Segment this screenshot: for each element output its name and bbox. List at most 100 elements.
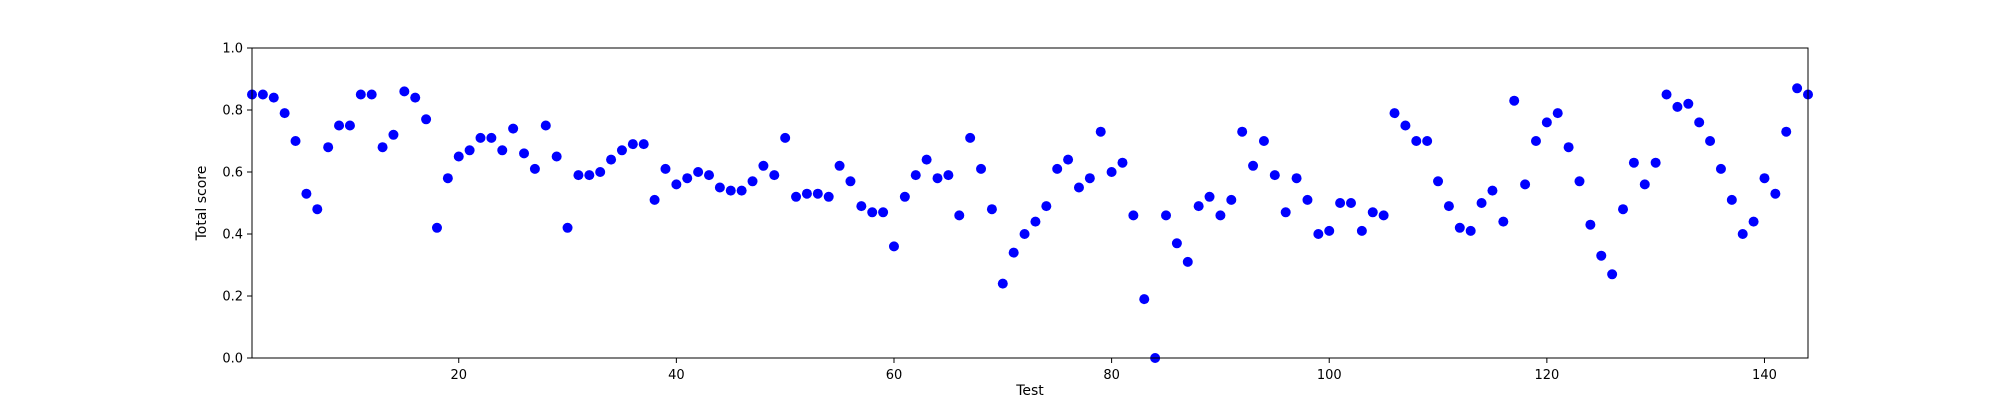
data-point xyxy=(1498,216,1509,227)
x-tick-label: 80 xyxy=(1103,368,1120,383)
ticks-layer: 20 40 60 80 100 120 140 0.0 0.2 0.4 0.6 0.8 1.0 xyxy=(222,42,1777,384)
data-point xyxy=(932,173,943,184)
data-point xyxy=(421,114,432,125)
data-point xyxy=(475,132,486,143)
data-point xyxy=(1770,188,1781,199)
data-point xyxy=(1378,210,1389,221)
data-point xyxy=(1258,136,1269,146)
data-point xyxy=(1269,170,1280,181)
y-tick-label: 1.0 xyxy=(222,42,243,57)
data-point xyxy=(1737,229,1748,239)
data-point xyxy=(812,188,823,199)
data-point xyxy=(1443,201,1454,212)
data-point xyxy=(1063,154,1074,165)
data-point xyxy=(1117,157,1128,168)
data-point xyxy=(1672,101,1683,112)
data-point xyxy=(1052,163,1063,174)
data-point xyxy=(1705,136,1716,146)
data-point xyxy=(1509,95,1520,106)
data-point xyxy=(704,170,715,181)
data-point xyxy=(1073,182,1084,193)
data-point xyxy=(780,132,791,143)
data-point xyxy=(486,132,497,143)
data-point xyxy=(540,120,551,131)
data-point xyxy=(1226,194,1237,205)
data-point xyxy=(529,163,540,174)
data-point xyxy=(1008,247,1019,258)
data-point xyxy=(649,194,660,205)
data-point xyxy=(986,204,997,215)
data-point xyxy=(257,89,268,100)
data-point xyxy=(584,170,595,181)
data-point xyxy=(1726,194,1737,205)
data-point xyxy=(1411,136,1422,146)
y-tick-label: 0.2 xyxy=(222,290,243,305)
data-point xyxy=(595,167,606,177)
data-point xyxy=(366,89,377,100)
data-point xyxy=(1520,179,1531,190)
data-point xyxy=(856,201,867,212)
points-layer xyxy=(247,83,1813,363)
data-point xyxy=(693,167,704,177)
data-point xyxy=(1748,216,1759,227)
data-point xyxy=(1106,167,1117,177)
data-point xyxy=(921,154,932,165)
data-point xyxy=(1367,207,1378,218)
data-point xyxy=(519,148,530,159)
data-point xyxy=(725,185,736,196)
data-point xyxy=(1618,204,1629,215)
data-point xyxy=(1237,126,1248,137)
data-point xyxy=(1215,210,1226,221)
data-point xyxy=(1476,198,1487,208)
data-point xyxy=(1422,136,1433,146)
data-point xyxy=(464,145,475,156)
data-point xyxy=(1759,173,1770,184)
data-point xyxy=(1280,207,1291,218)
y-tick-label: 0.8 xyxy=(222,104,243,119)
x-tick-label: 20 xyxy=(450,368,467,383)
data-point xyxy=(410,92,421,103)
data-point xyxy=(388,129,399,140)
data-point xyxy=(1585,219,1596,230)
y-axis-label: Total score xyxy=(194,166,210,242)
data-point xyxy=(736,185,747,196)
data-point xyxy=(1694,117,1705,128)
data-point xyxy=(1041,201,1052,212)
data-point xyxy=(431,222,442,233)
data-point xyxy=(671,179,682,190)
data-point xyxy=(867,207,878,218)
data-point xyxy=(1792,83,1803,94)
data-point xyxy=(660,163,671,174)
data-point xyxy=(616,145,627,156)
data-point xyxy=(1019,229,1030,239)
data-point xyxy=(845,176,856,187)
data-point xyxy=(508,123,519,134)
x-tick-label: 140 xyxy=(1752,368,1777,383)
data-point xyxy=(1193,201,1204,212)
x-tick-label: 60 xyxy=(886,368,903,383)
data-point xyxy=(965,132,976,143)
data-point xyxy=(290,136,301,146)
data-point xyxy=(562,222,573,233)
data-point xyxy=(1781,126,1792,137)
data-point xyxy=(1182,256,1193,267)
data-point xyxy=(312,204,323,215)
data-point xyxy=(1563,142,1574,153)
data-point xyxy=(1465,225,1476,236)
data-point xyxy=(1683,98,1694,109)
data-point xyxy=(801,188,812,199)
data-point xyxy=(1433,176,1444,187)
data-point xyxy=(1204,191,1215,202)
data-point xyxy=(497,145,508,156)
data-point xyxy=(1030,216,1041,227)
data-point xyxy=(769,170,780,181)
data-point xyxy=(899,191,910,202)
data-point xyxy=(1084,173,1095,184)
data-point xyxy=(1596,250,1607,261)
data-point xyxy=(1400,120,1411,131)
data-point xyxy=(997,278,1008,289)
data-point xyxy=(747,176,758,187)
data-point xyxy=(301,188,312,199)
data-point xyxy=(834,160,845,171)
